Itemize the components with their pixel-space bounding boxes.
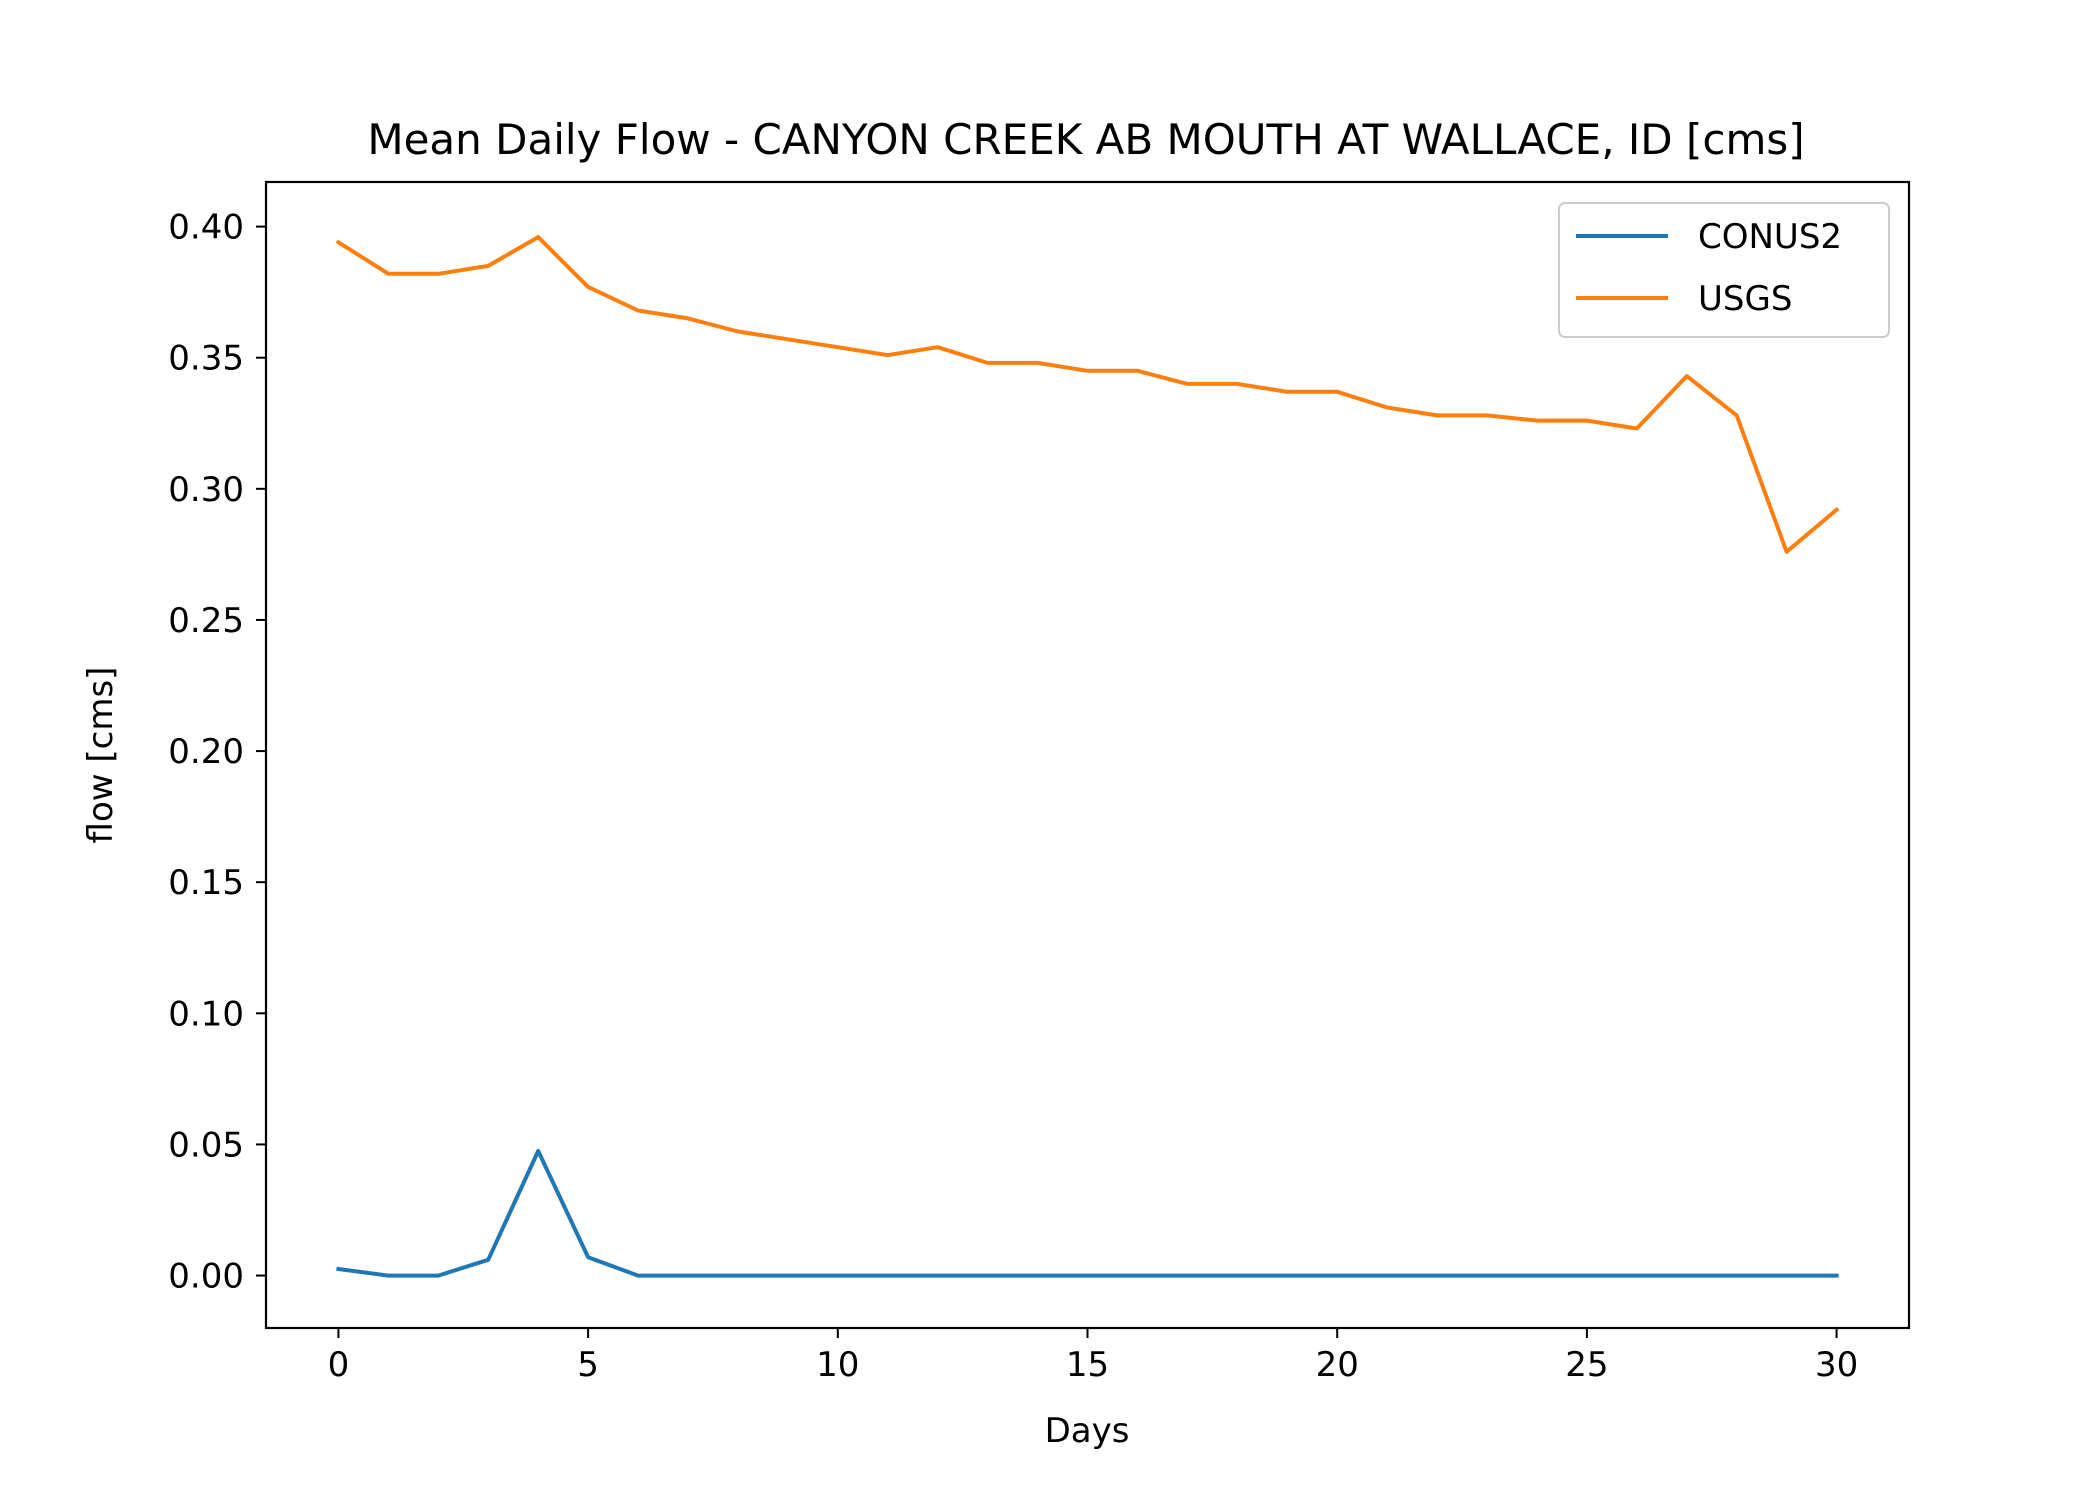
x-tick-label: 10 bbox=[816, 1345, 859, 1385]
x-tick-label: 5 bbox=[577, 1345, 599, 1385]
legend-label-conus2: CONUS2 bbox=[1698, 217, 1842, 257]
y-tick-label: 0.35 bbox=[168, 339, 244, 379]
legend-label-usgs: USGS bbox=[1698, 279, 1792, 319]
x-tick-label: 30 bbox=[1815, 1345, 1858, 1385]
plot-area-frame bbox=[264, 180, 1911, 1330]
y-tick-label: 0.10 bbox=[168, 994, 244, 1034]
y-tick-label: 0.00 bbox=[168, 1257, 244, 1297]
y-tick-label: 0.40 bbox=[168, 208, 244, 248]
x-tick-label: 20 bbox=[1316, 1345, 1359, 1385]
y-tick-label: 0.15 bbox=[168, 863, 244, 903]
series-line-usgs bbox=[335, 235, 1840, 554]
legend: CONUS2 USGS bbox=[1558, 202, 1890, 338]
y-tick-label: 0.05 bbox=[168, 1125, 244, 1165]
series-layer bbox=[335, 235, 1840, 1278]
x-tick-label: 25 bbox=[1565, 1345, 1608, 1385]
y-tick-label: 0.25 bbox=[168, 601, 244, 641]
y-tick-label: 0.20 bbox=[168, 732, 244, 772]
x-axis: 0 5 10 15 20 25 30 bbox=[328, 1328, 1858, 1385]
x-tick-label: 15 bbox=[1066, 1345, 1109, 1385]
series-line-conus2 bbox=[336, 1149, 1839, 1278]
x-tick-label: 0 bbox=[328, 1345, 350, 1385]
y-axis-label: flow [cms] bbox=[81, 667, 121, 844]
y-axis: 0.00 0.05 0.10 0.15 0.20 0.25 0.30 0.35 0.40 bbox=[168, 208, 266, 1297]
x-axis-label: Days bbox=[1045, 1411, 1130, 1451]
y-tick-label: 0.30 bbox=[168, 470, 244, 510]
chart-title: Mean Daily Flow - CANYON CREEK AB MOUTH … bbox=[367, 115, 1804, 164]
